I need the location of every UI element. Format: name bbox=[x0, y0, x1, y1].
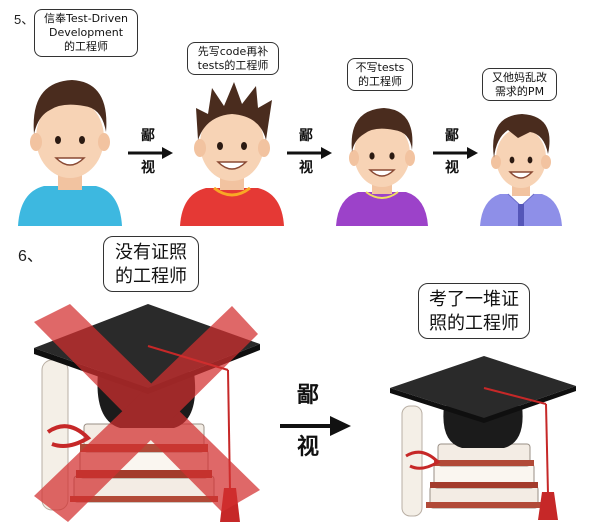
eye bbox=[527, 156, 533, 164]
shirt bbox=[336, 192, 428, 226]
caption-line: 需求的PM bbox=[494, 85, 545, 98]
shirt bbox=[18, 186, 122, 226]
mouth bbox=[508, 171, 534, 179]
eye bbox=[217, 142, 223, 150]
right-arrow-icon bbox=[128, 147, 173, 159]
collar bbox=[365, 191, 399, 199]
eye bbox=[55, 136, 61, 144]
caption-line: 信奉Test-Driven bbox=[44, 12, 128, 25]
ear bbox=[194, 139, 206, 157]
ear bbox=[98, 133, 110, 151]
face bbox=[36, 98, 104, 178]
eye bbox=[369, 152, 375, 160]
ear bbox=[405, 150, 415, 166]
ear bbox=[258, 139, 270, 157]
tie bbox=[518, 204, 524, 226]
caption-line: 没有证照 bbox=[115, 242, 187, 263]
arrow-label-char: 视 bbox=[299, 160, 313, 176]
caption-certified-engineer: 考了一堆证 照的工程师 bbox=[418, 283, 530, 339]
person-pm bbox=[480, 114, 562, 226]
person-tdd-engineer bbox=[18, 80, 122, 226]
face bbox=[354, 121, 410, 187]
arrow-label-char: 鄙 bbox=[296, 383, 319, 408]
eye bbox=[79, 136, 85, 144]
person-code-first-engineer bbox=[180, 82, 284, 226]
mouth bbox=[54, 157, 86, 166]
person-no-tests-engineer bbox=[336, 108, 428, 226]
hair bbox=[196, 82, 272, 140]
arrow-label-char: 鄙 bbox=[299, 128, 313, 144]
shirt bbox=[180, 188, 284, 226]
caption-pm: 又他妈乱改 需求的PM bbox=[482, 68, 557, 101]
section-6-number: 6、 bbox=[18, 248, 43, 265]
eye bbox=[389, 152, 395, 160]
ear bbox=[491, 155, 501, 169]
cross-mark-icon bbox=[34, 304, 260, 522]
eye bbox=[509, 156, 515, 164]
caption-line: Development bbox=[48, 26, 124, 39]
caption-line: 照的工程师 bbox=[429, 313, 519, 334]
caption-line: 的工程师 bbox=[64, 40, 108, 53]
graduation-stack bbox=[390, 356, 576, 520]
caption-tdd-engineer: 信奉Test-Driven Development 的工程师 bbox=[34, 9, 138, 57]
book-stack bbox=[426, 443, 542, 509]
ear bbox=[541, 155, 551, 169]
caption-uncertified-engineer: 没有证照 的工程师 bbox=[103, 236, 199, 292]
hair bbox=[493, 114, 550, 158]
mouth bbox=[216, 161, 248, 170]
ear bbox=[30, 133, 42, 151]
face bbox=[496, 128, 546, 188]
right-arrow-icon bbox=[280, 416, 351, 436]
graduation-cap-icon bbox=[390, 356, 576, 520]
arrow-label-char: 视 bbox=[141, 160, 155, 176]
graduation-stack-crossed bbox=[34, 304, 260, 522]
right-arrow-icon bbox=[433, 147, 478, 159]
arrow-label-char: 鄙 bbox=[445, 128, 459, 144]
eye bbox=[241, 142, 247, 150]
caption-line: 又他妈乱改 bbox=[492, 71, 547, 84]
hair bbox=[33, 80, 107, 134]
caption-line: 不写tests bbox=[355, 61, 405, 74]
caption-code-first-engineer: 先写code再补 tests的工程师 bbox=[187, 42, 279, 75]
caption-line: 的工程师 bbox=[358, 75, 402, 88]
right-arrow-icon bbox=[287, 147, 332, 159]
collar bbox=[213, 186, 251, 197]
section-5-number: 5、 bbox=[14, 12, 35, 27]
arrow-label-char: 视 bbox=[296, 435, 319, 460]
ear bbox=[349, 150, 359, 166]
arrow-label-char: 视 bbox=[445, 160, 459, 176]
arrow-label-char: 鄙 bbox=[141, 128, 155, 144]
diploma-scroll bbox=[401, 405, 441, 517]
caption-line: 先写code再补 bbox=[197, 45, 269, 58]
mouth bbox=[368, 169, 396, 177]
caption-line: 的工程师 bbox=[115, 266, 187, 287]
face bbox=[200, 107, 264, 181]
hair bbox=[351, 108, 413, 152]
caption-line: 考了一堆证 bbox=[429, 289, 519, 310]
caption-no-tests-engineer: 不写tests 的工程师 bbox=[347, 58, 413, 91]
caption-line: tests的工程师 bbox=[197, 59, 269, 72]
